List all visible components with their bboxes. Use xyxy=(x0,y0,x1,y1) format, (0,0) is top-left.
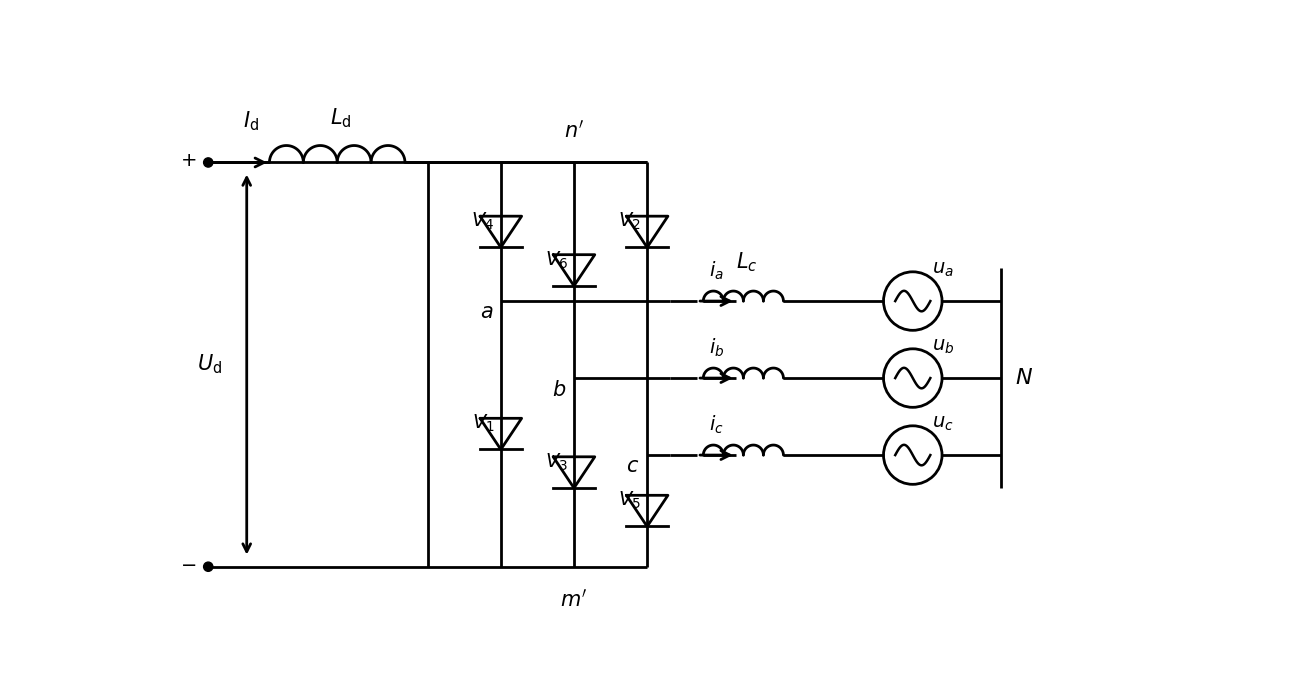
Text: $n'$: $n'$ xyxy=(563,119,584,141)
Text: $a$: $a$ xyxy=(480,303,493,322)
Text: $L_\mathrm{d}$: $L_\mathrm{d}$ xyxy=(330,107,351,130)
Text: $V_1$: $V_1$ xyxy=(472,413,494,435)
Text: $m'$: $m'$ xyxy=(561,588,588,611)
Text: $i_b$: $i_b$ xyxy=(709,337,725,359)
Text: $V_3$: $V_3$ xyxy=(545,452,567,473)
Text: $u_c$: $u_c$ xyxy=(932,415,954,433)
Circle shape xyxy=(204,158,213,167)
Text: $U_\mathrm{d}$: $U_\mathrm{d}$ xyxy=(198,353,222,376)
Text: $V_5$: $V_5$ xyxy=(618,490,641,511)
Text: $V_2$: $V_2$ xyxy=(618,211,641,232)
Text: $i_c$: $i_c$ xyxy=(709,414,723,436)
Text: $V_6$: $V_6$ xyxy=(545,249,567,271)
Text: $c$: $c$ xyxy=(626,457,639,476)
Text: $I_\mathrm{d}$: $I_\mathrm{d}$ xyxy=(242,109,259,133)
Text: $V_4$: $V_4$ xyxy=(471,211,494,232)
Text: $b$: $b$ xyxy=(552,380,566,400)
Circle shape xyxy=(204,562,213,571)
Text: $u_a$: $u_a$ xyxy=(932,261,954,279)
Text: +: + xyxy=(181,152,198,170)
Text: $N$: $N$ xyxy=(1015,367,1033,389)
Text: $u_b$: $u_b$ xyxy=(932,337,954,356)
Text: $L_c$: $L_c$ xyxy=(736,251,758,274)
Text: −: − xyxy=(181,556,198,574)
Text: $i_a$: $i_a$ xyxy=(709,259,723,282)
